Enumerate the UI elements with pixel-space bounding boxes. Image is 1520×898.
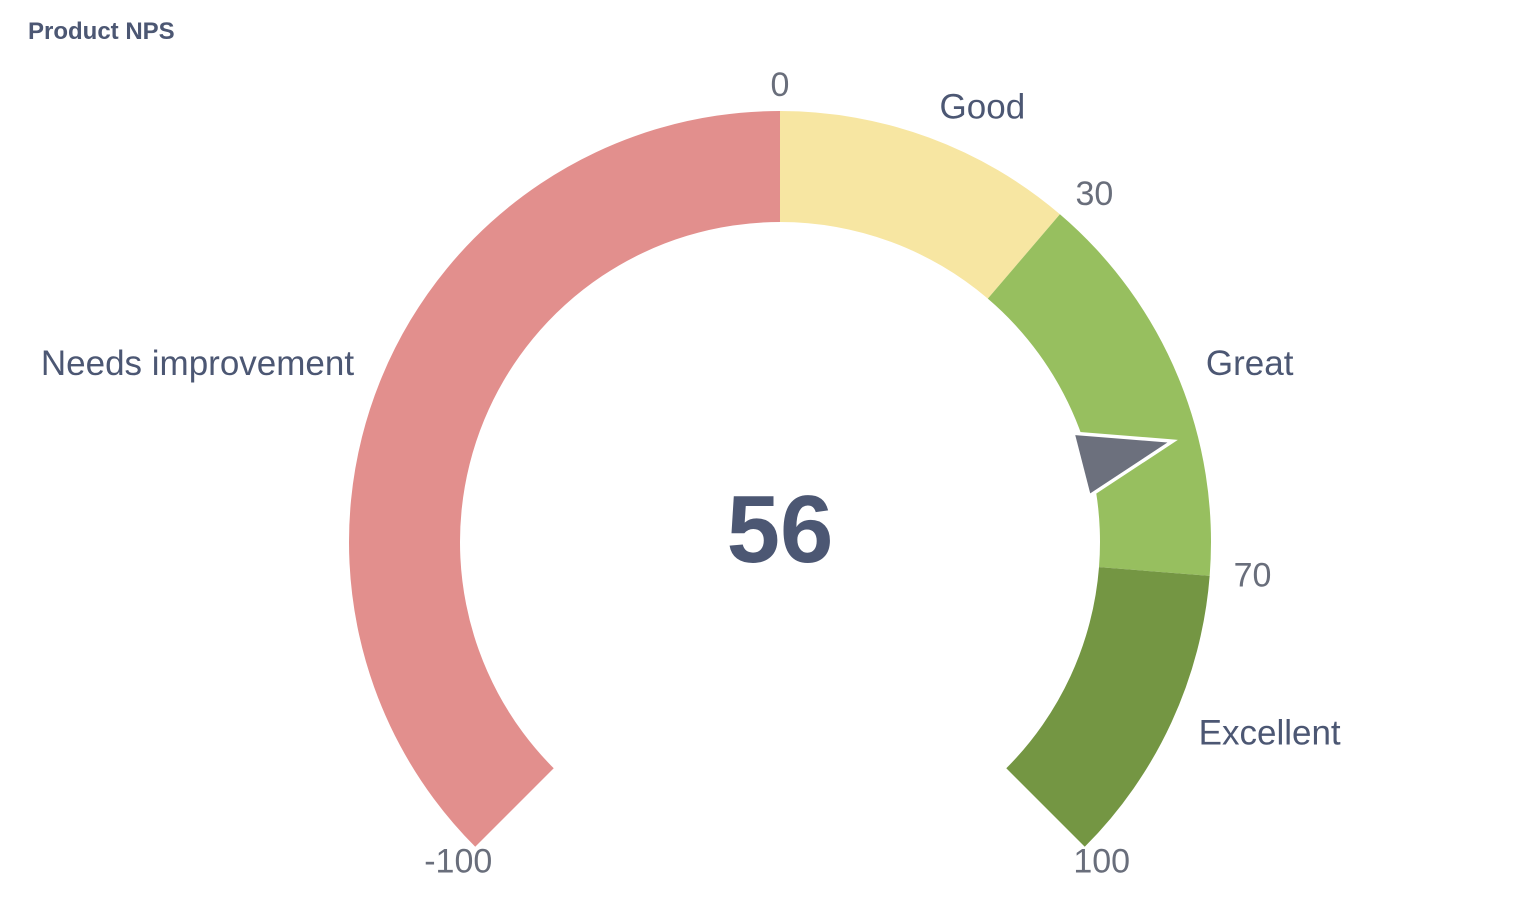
card-title: Product NPS bbox=[28, 18, 175, 45]
gauge-segment-needs-improvement bbox=[348, 111, 780, 847]
gauge-value: 56 bbox=[727, 476, 834, 583]
gauge-needle bbox=[1070, 431, 1178, 500]
segment-label-excellent: Excellent bbox=[1199, 713, 1341, 752]
gauge-segment-great bbox=[987, 214, 1211, 576]
segment-label-good: Good bbox=[940, 88, 1026, 127]
tick-label-100: -100 bbox=[424, 843, 492, 881]
segment-label-needs-improvement: Needs improvement bbox=[41, 344, 354, 383]
tick-label-70: 70 bbox=[1234, 557, 1272, 595]
gauge-segments bbox=[348, 111, 1211, 847]
tick-label-30: 30 bbox=[1075, 175, 1113, 213]
gauge-needle-group bbox=[1070, 431, 1178, 500]
tick-label-0: 0 bbox=[771, 66, 790, 104]
gauge-tick-labels: -100 0 30 70 100 bbox=[424, 66, 1271, 881]
tick-label-100: 100 bbox=[1073, 843, 1130, 881]
gauge-segment-excellent bbox=[1006, 567, 1210, 847]
segment-label-great: Great bbox=[1206, 344, 1294, 383]
gauge-segment-good bbox=[780, 111, 1060, 299]
gauge-segment-labels: Needs improvement Good Great Excellent bbox=[41, 88, 1341, 753]
